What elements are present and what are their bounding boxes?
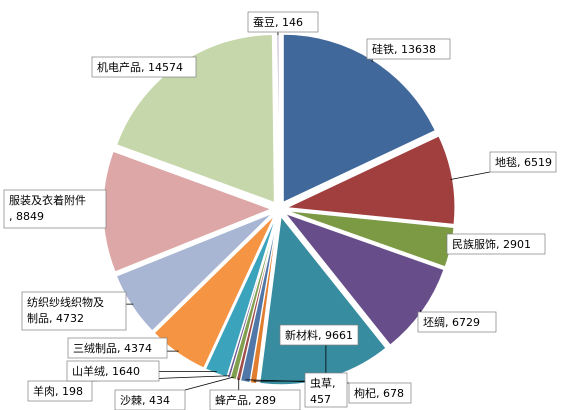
data-label-box: [247, 11, 319, 33]
data-label-2: 民族服饰, 2901: [446, 233, 546, 255]
data-label-3: 坯绸, 6729: [417, 311, 497, 333]
data-label-7: 蜂产品, 289: [209, 389, 301, 410]
data-label-12: 纺织纱线织物及制品, 4732: [21, 291, 127, 331]
data-label-6: 枸杞, 678: [348, 382, 412, 404]
data-label-text: 坯绸, 6729: [423, 315, 480, 329]
data-label-text: 地毯, 6519: [495, 155, 552, 169]
data-label-box: [27, 380, 93, 402]
data-label-box: [304, 372, 348, 408]
pie-slice-10: [204, 216, 277, 378]
data-label-text: 蚕豆, 146: [253, 16, 303, 29]
data-label-text: 新材料, 9661: [285, 328, 353, 342]
data-label-text: 蜂产品, 289: [215, 393, 276, 407]
data-label-text: 硅铁, 13638: [372, 43, 436, 56]
data-label-box: [91, 56, 197, 78]
pie-slice-11: [153, 215, 275, 369]
data-label-text: 服装及衣着附件, 8849: [9, 193, 86, 223]
data-label-box: [66, 360, 160, 382]
data-label-box: [446, 233, 546, 255]
pie-slice-15: [276, 32, 280, 202]
data-label-box: [366, 38, 451, 60]
pie-slice-3: [284, 212, 445, 346]
data-label-9: 羊肉, 198: [27, 380, 93, 402]
data-label-text: 羊肉, 198: [33, 384, 83, 398]
data-label-box: [67, 337, 168, 359]
pie-slice-12: [115, 212, 273, 332]
data-label-box: [279, 324, 359, 346]
data-label-box: [114, 389, 186, 410]
data-label-box: [21, 291, 127, 331]
data-label-box: [3, 189, 107, 229]
data-label-1: 地毯, 6519: [489, 151, 557, 173]
data-label-text: 三绒制品, 4374: [73, 342, 152, 355]
data-label-box: [209, 389, 301, 410]
data-label-text: 纺织纱线织物及制品, 4732: [27, 295, 104, 325]
leader-line-1: [450, 171, 491, 180]
data-label-8: 沙棘, 434: [114, 389, 186, 410]
data-label-text: 山羊绒, 1640: [72, 364, 140, 378]
data-label-text: 民族服饰, 2901: [452, 237, 531, 251]
data-label-4: 新材料, 9661: [279, 324, 359, 346]
data-label-box: [348, 382, 412, 404]
data-label-14: 机电产品, 14574: [91, 56, 197, 78]
leader-line-8: [184, 376, 234, 391]
data-label-15: 蚕豆, 146: [247, 11, 319, 33]
data-label-box: [417, 311, 497, 333]
data-label-10: 山羊绒, 1640: [66, 360, 160, 382]
data-label-11: 三绒制品, 4374: [67, 337, 168, 359]
data-label-text: 沙棘, 434: [120, 394, 170, 407]
data-label-text: 机电产品, 14574: [97, 60, 183, 74]
data-labels: 硅铁, 13638 地毯, 6519 民族服饰, 2901 坯绸, 6729 新材料, …: [3, 11, 557, 410]
data-label-box: [489, 151, 557, 173]
data-label-0: 硅铁, 13638: [366, 38, 451, 60]
data-label-5: 虫草, 457: [304, 372, 348, 408]
pie-slices: [102, 32, 456, 386]
data-label-13: 服装及衣着附件, 8849: [3, 189, 107, 229]
pie-slice-0: [282, 33, 436, 204]
data-label-text: 虫草, 457: [310, 377, 336, 406]
data-label-text: 枸杞, 678: [354, 386, 404, 400]
